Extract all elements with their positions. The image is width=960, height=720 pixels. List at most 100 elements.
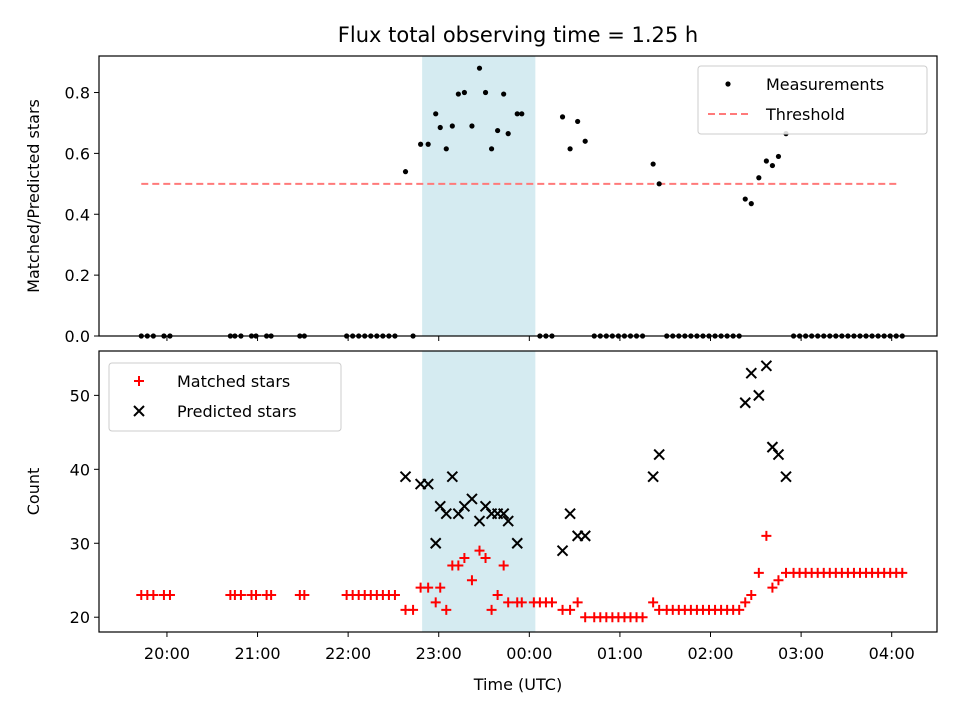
data-point <box>564 507 576 520</box>
data-point <box>556 544 569 557</box>
x-tick-label: 23:00 <box>416 644 462 663</box>
data-point <box>399 471 412 483</box>
data-point <box>505 131 511 137</box>
data-point <box>488 146 495 152</box>
data-point <box>492 590 503 601</box>
data-point <box>567 146 573 152</box>
data-point <box>164 590 175 601</box>
data-point <box>761 530 772 541</box>
panel-star-counts: 20 30 40 50 20:00 21:00 22:00 23:00 00:00 01:00 02… <box>24 350 938 694</box>
data-point <box>476 65 483 71</box>
data-point <box>772 448 785 461</box>
x-tick-label: 01:00 <box>597 644 643 663</box>
data-point <box>767 582 778 593</box>
data-point <box>433 111 439 117</box>
legend-box <box>108 362 342 432</box>
data-point <box>753 567 764 578</box>
x-tick-label: 22:00 <box>325 644 371 663</box>
data-point <box>745 367 757 379</box>
data-point <box>760 360 773 372</box>
legend-label: Threshold <box>765 105 845 124</box>
data-point <box>769 162 776 169</box>
axes-frame <box>98 55 938 337</box>
data-point <box>734 604 745 615</box>
data-point <box>251 590 262 601</box>
data-point <box>511 537 523 549</box>
data-point <box>423 582 434 593</box>
y-tick-label: 20 <box>70 608 90 627</box>
data-point <box>648 597 659 608</box>
y-tick-label: 0.6 <box>65 144 90 163</box>
data-point <box>656 181 662 187</box>
data-point <box>753 389 765 402</box>
legend-label: Predicted stars <box>177 402 297 421</box>
x-tick-label: 21:00 <box>234 644 280 663</box>
data-point <box>653 448 665 461</box>
data-point <box>516 597 527 608</box>
data-point <box>503 597 514 608</box>
data-point <box>650 161 656 167</box>
data-point <box>474 545 485 556</box>
data-point <box>756 175 762 181</box>
y-tick-label: 50 <box>70 386 90 405</box>
highlight-span <box>422 56 536 336</box>
data-point <box>466 575 477 586</box>
data-point <box>559 114 566 120</box>
y-tick-label: 0.0 <box>65 327 90 346</box>
data-point <box>486 604 497 615</box>
data-point <box>430 537 442 549</box>
data-point <box>408 604 419 615</box>
data-point <box>575 118 581 125</box>
legend-label: Matched stars <box>177 372 290 391</box>
data-point <box>739 397 751 409</box>
data-point <box>480 553 491 564</box>
data-point <box>469 123 475 129</box>
data-point <box>459 553 470 564</box>
data-point <box>235 590 246 601</box>
series-matched-stars <box>136 530 908 623</box>
data-point <box>502 515 514 527</box>
data-point <box>519 111 525 117</box>
data-point <box>740 597 751 608</box>
legend-box <box>697 65 928 135</box>
data-point <box>482 89 489 96</box>
data-point <box>580 612 591 623</box>
data-point <box>437 124 443 131</box>
highlight-span <box>422 351 536 632</box>
data-point <box>495 127 501 134</box>
legend-marker <box>133 405 145 417</box>
series-predicted-stars <box>399 360 792 557</box>
legend: Matched stars Predicted stars <box>108 362 342 432</box>
data-point <box>742 196 748 202</box>
data-point <box>446 471 459 483</box>
x-tick-label: 04:00 <box>869 644 915 663</box>
data-point <box>637 612 648 623</box>
data-point <box>443 146 449 152</box>
y-tick-label: 0.8 <box>65 84 90 103</box>
legend: Measurements Threshold <box>697 65 928 135</box>
data-point <box>473 515 486 527</box>
data-point <box>455 91 461 97</box>
data-point <box>418 141 424 147</box>
y-tick-label: 0.4 <box>65 205 90 224</box>
data-point <box>266 590 277 601</box>
data-point <box>748 201 754 207</box>
data-point <box>546 597 557 608</box>
x-tick-label: 02:00 <box>687 644 733 663</box>
data-point <box>425 141 431 147</box>
data-point <box>389 590 400 601</box>
data-point <box>422 478 434 490</box>
data-point <box>148 590 159 601</box>
data-point <box>897 567 908 578</box>
data-point <box>435 582 446 593</box>
panel-measurements-ratio: 0.0 0.2 0.4 0.6 0.8 Matched/Predicted stars Me… <box>24 55 938 346</box>
legend-marker <box>725 81 731 87</box>
y-axis-label: Matched/Predicted stars <box>24 99 43 293</box>
data-point <box>497 507 510 520</box>
data-point <box>430 597 441 608</box>
data-point <box>647 471 659 483</box>
legend-label: Measurements <box>766 75 884 94</box>
data-point <box>514 111 520 117</box>
x-axis-label: Time (UTC) <box>473 675 562 694</box>
